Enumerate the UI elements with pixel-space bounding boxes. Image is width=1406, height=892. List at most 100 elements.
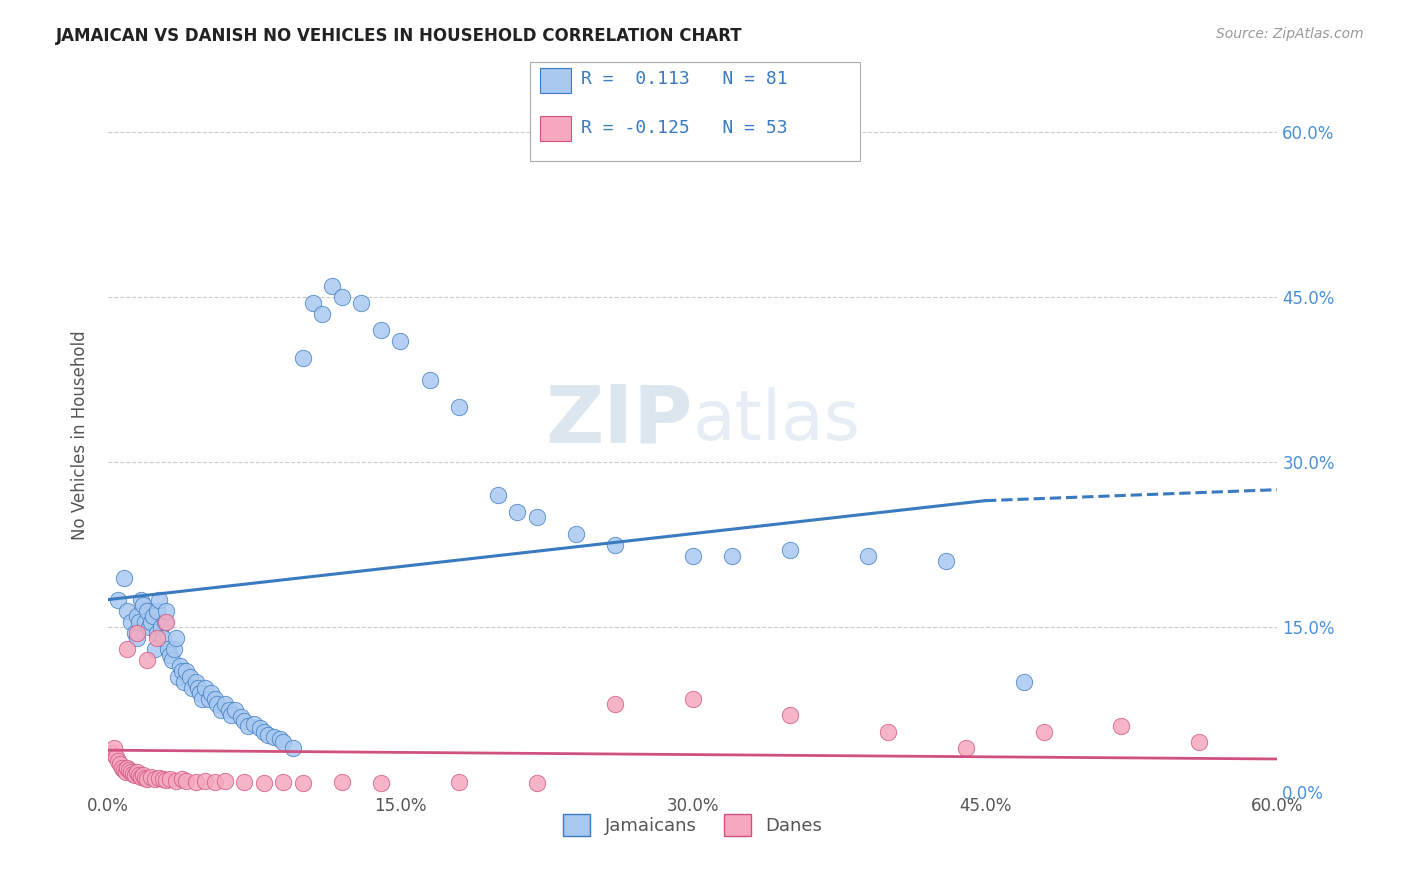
- Point: [779, 708, 801, 723]
- Point: [330, 775, 353, 789]
- Point: [243, 716, 266, 731]
- Point: [219, 708, 242, 723]
- Point: [205, 697, 228, 711]
- Point: [108, 757, 131, 772]
- Point: [136, 653, 159, 667]
- Point: [145, 625, 167, 640]
- Point: [142, 609, 165, 624]
- Point: [174, 664, 197, 678]
- Point: [124, 625, 146, 640]
- Point: [233, 714, 256, 728]
- Point: [155, 604, 177, 618]
- Point: [447, 775, 470, 789]
- Point: [162, 653, 184, 667]
- Point: [145, 631, 167, 645]
- Point: [311, 307, 333, 321]
- Point: [103, 741, 125, 756]
- Point: [198, 691, 221, 706]
- Point: [291, 351, 314, 365]
- Point: [128, 768, 150, 782]
- Point: [263, 730, 285, 744]
- Point: [370, 323, 392, 337]
- Point: [204, 691, 226, 706]
- Point: [253, 776, 276, 790]
- Y-axis label: No Vehicles in Household: No Vehicles in Household: [72, 330, 89, 540]
- Point: [112, 571, 135, 585]
- Point: [124, 768, 146, 782]
- Point: [127, 631, 149, 645]
- Point: [139, 615, 162, 629]
- Point: [136, 772, 159, 786]
- Point: [214, 774, 236, 789]
- Point: [447, 401, 470, 415]
- Point: [107, 592, 129, 607]
- Point: [136, 604, 159, 618]
- Point: [1032, 724, 1054, 739]
- Point: [330, 290, 353, 304]
- Point: [132, 768, 155, 782]
- Point: [269, 732, 291, 747]
- Point: [179, 669, 201, 683]
- Point: [506, 505, 529, 519]
- Point: [389, 334, 412, 349]
- Point: [159, 772, 181, 786]
- Point: [138, 620, 160, 634]
- Point: [122, 767, 145, 781]
- Point: [720, 549, 742, 563]
- Point: [129, 770, 152, 784]
- Point: [350, 295, 373, 310]
- Point: [779, 543, 801, 558]
- Point: [145, 604, 167, 618]
- Point: [281, 741, 304, 756]
- Point: [876, 724, 898, 739]
- Text: R =  0.113   N = 81: R = 0.113 N = 81: [581, 70, 787, 88]
- Point: [163, 642, 186, 657]
- Point: [526, 510, 548, 524]
- Point: [194, 774, 217, 789]
- Point: [132, 598, 155, 612]
- Text: atlas: atlas: [693, 387, 860, 454]
- Point: [935, 554, 957, 568]
- Point: [291, 776, 314, 790]
- Point: [120, 615, 142, 629]
- Point: [155, 772, 177, 787]
- Point: [273, 775, 295, 789]
- Point: [603, 697, 626, 711]
- Point: [955, 741, 977, 756]
- Point: [370, 776, 392, 790]
- Point: [173, 675, 195, 690]
- Point: [209, 702, 232, 716]
- Point: [180, 681, 202, 695]
- Text: JAMAICAN VS DANISH NO VEHICLES IN HOUSEHOLD CORRELATION CHART: JAMAICAN VS DANISH NO VEHICLES IN HOUSEH…: [56, 27, 742, 45]
- Point: [1111, 719, 1133, 733]
- Point: [249, 721, 271, 735]
- Point: [167, 669, 190, 683]
- Text: R = -0.125   N = 53: R = -0.125 N = 53: [581, 119, 787, 136]
- Point: [233, 775, 256, 789]
- Point: [486, 488, 509, 502]
- Point: [253, 724, 276, 739]
- Point: [419, 373, 441, 387]
- Point: [229, 710, 252, 724]
- Point: [187, 681, 209, 695]
- Point: [148, 592, 170, 607]
- Point: [117, 642, 139, 657]
- Point: [117, 761, 139, 775]
- Text: ZIP: ZIP: [546, 382, 693, 459]
- Point: [214, 697, 236, 711]
- Point: [118, 763, 141, 777]
- Point: [128, 615, 150, 629]
- Point: [143, 772, 166, 786]
- Point: [184, 775, 207, 789]
- Point: [682, 691, 704, 706]
- Point: [101, 747, 124, 761]
- Point: [134, 615, 156, 629]
- Point: [117, 604, 139, 618]
- Point: [159, 648, 181, 662]
- Point: [564, 526, 586, 541]
- Point: [188, 686, 211, 700]
- Point: [127, 609, 149, 624]
- Point: [152, 631, 174, 645]
- Point: [165, 631, 187, 645]
- Point: [157, 642, 180, 657]
